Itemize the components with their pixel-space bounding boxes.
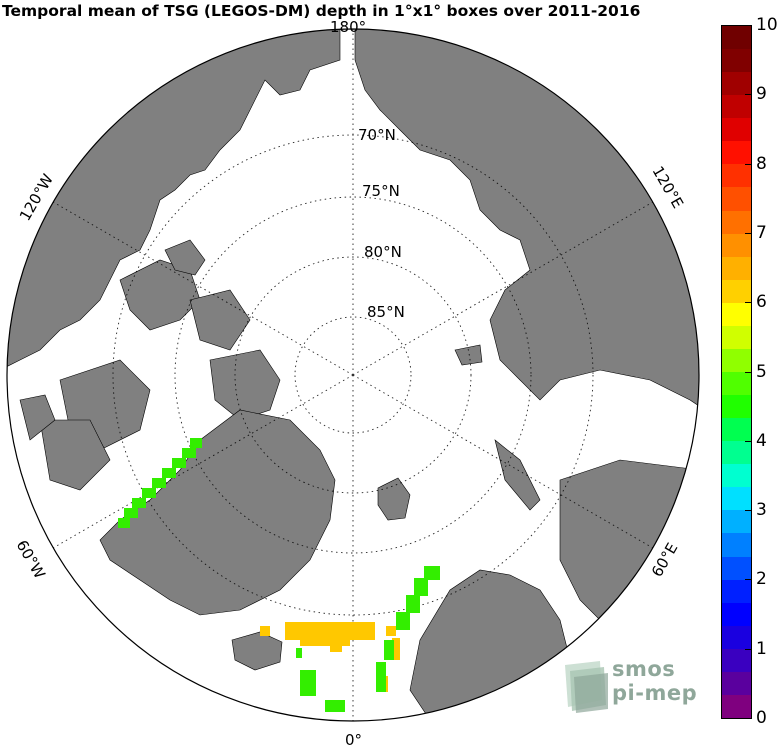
colorbar-tick-mark [745, 440, 752, 442]
colorbar-segment [722, 625, 751, 649]
colorbar-segment [722, 602, 751, 626]
colorbar-segment [722, 163, 751, 188]
colorbar-segment [722, 371, 751, 396]
land-novaya-zemlya [494, 439, 541, 511]
colorbar-segment [722, 348, 751, 372]
colorbar-tick-label: 4 [756, 430, 767, 451]
colorbar-tick-mark [745, 371, 752, 373]
colorbar-tick-mark [745, 302, 752, 304]
colorbar-tick-mark [745, 718, 752, 719]
colorbar-tick-mark [745, 579, 752, 581]
colorbar-segment [722, 325, 751, 349]
colorbar-tick-mark [745, 25, 752, 26]
lon-180-label: 180° [330, 18, 366, 36]
logo-graphic [565, 661, 608, 713]
colorbar-segment [722, 48, 751, 73]
data-cells [118, 438, 440, 712]
land-severnaya [454, 344, 483, 366]
logo-line2: pi-mep [612, 681, 698, 705]
colorbar-segment [722, 648, 751, 672]
colorbar-segment [722, 302, 751, 326]
chart-title: Temporal mean of TSG (LEGOS-DM) depth in… [2, 2, 641, 20]
colorbar-segment [722, 394, 751, 419]
colorbar-tick-mark [745, 510, 752, 512]
land-archipelago-2 [164, 239, 206, 276]
colorbar-tick-label: 1 [756, 638, 767, 659]
colorbar-segment [722, 579, 751, 603]
colorbar-tick-label: 0 [756, 708, 767, 728]
colorbar-segment [722, 186, 751, 211]
land-archipelago-4 [209, 349, 281, 421]
colorbar [721, 25, 752, 719]
colorbar-tick-label: 2 [756, 569, 767, 590]
land-archipelago-3 [189, 289, 251, 351]
lat-85-label: 85°N [367, 303, 405, 321]
land-svalbard [377, 477, 411, 521]
colorbar-tick-label: 3 [756, 500, 767, 521]
lon-60w-label: 60°W [13, 537, 49, 582]
colorbar-segment [722, 486, 751, 511]
colorbar-segment [722, 694, 751, 718]
polar-map: 70°N 75°N 80°N 85°N 180° 0° 120°W 120°E … [6, 18, 700, 746]
colorbar-tick-mark [745, 94, 752, 96]
logo-line1: smos [612, 657, 676, 681]
colorbar-tick-label: 8 [756, 153, 767, 174]
colorbar-tick-label: 10 [756, 15, 778, 35]
lat-75-label: 75°N [362, 182, 400, 200]
colorbar-tick-mark [745, 163, 752, 165]
land-archipelago-7 [19, 394, 56, 441]
colorbar-segment [722, 94, 751, 119]
colorbar-segment [722, 71, 751, 96]
colorbar-segment [722, 210, 751, 234]
lat-70-label: 70°N [358, 126, 396, 144]
colorbar-segment [722, 25, 751, 50]
colorbar-segment [722, 140, 751, 165]
colorbar-segment [722, 532, 751, 557]
colorbar-segment [722, 279, 751, 303]
colorbar-tick-mark [745, 648, 752, 650]
colorbar-segment [722, 671, 751, 695]
colorbar-segment [722, 117, 751, 142]
land-archipelago-6 [39, 419, 111, 491]
colorbar-tick-label: 5 [756, 361, 767, 382]
colorbar-tick-mark [745, 232, 752, 234]
colorbar-segment [722, 233, 751, 257]
lon-0-label: 0° [345, 731, 362, 746]
colorbar-segment [722, 417, 751, 442]
colorbar-tick-label: 9 [756, 84, 767, 105]
colorbar-segment [722, 509, 751, 534]
land-archipelago-1 [119, 259, 201, 331]
colorbar-segment [722, 463, 751, 488]
colorbar-segment [722, 556, 751, 580]
colorbar-tick-label: 6 [756, 292, 767, 313]
smos-pimep-logo: smos pi-mep [560, 655, 700, 720]
lat-80-label: 80°N [364, 243, 402, 261]
colorbar-segment [722, 440, 751, 465]
colorbar-segment [722, 256, 751, 280]
colorbar-tick-label: 7 [756, 222, 767, 243]
